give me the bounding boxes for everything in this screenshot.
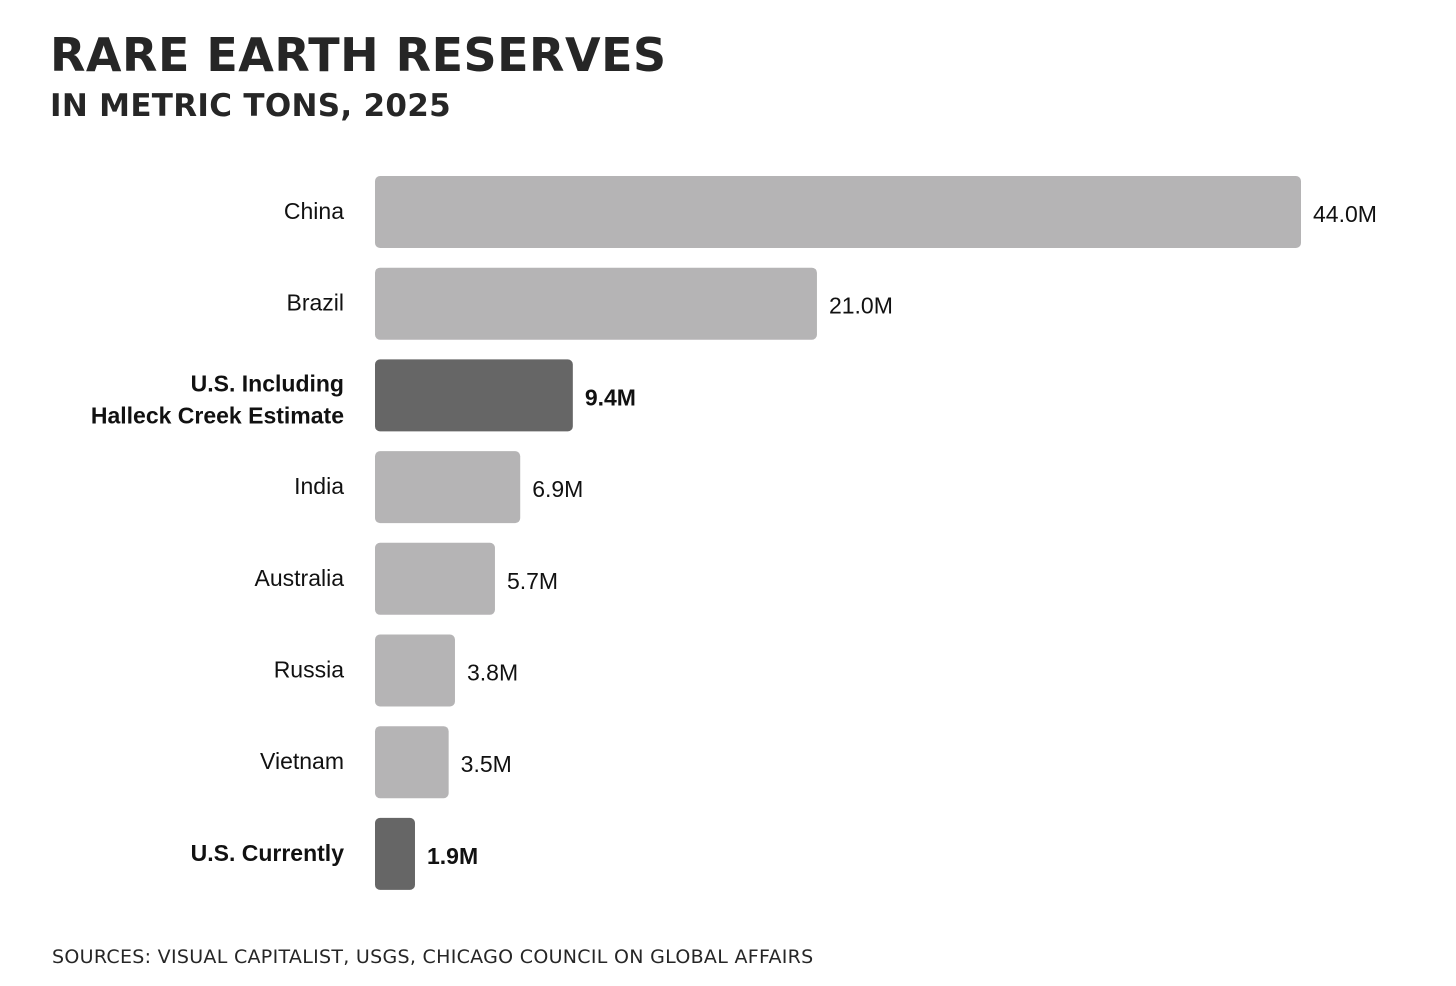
category-label: Russia — [274, 657, 345, 683]
bar-7 — [375, 817, 415, 890]
category-label: Brazil — [286, 290, 344, 316]
category-label: U.S. Including Halleck Creek Estimate — [91, 370, 344, 428]
value-label: 5.7M — [507, 568, 558, 594]
category-label: Vietnam — [260, 748, 344, 774]
category-label: China — [284, 198, 344, 224]
value-label: 9.4M — [585, 384, 636, 410]
category-label: Australia — [255, 565, 345, 591]
chart-title: RARE EARTH RESERVES — [50, 28, 667, 82]
value-label: 3.8M — [467, 660, 518, 686]
value-label: 21.0M — [829, 293, 893, 319]
bar-6 — [375, 726, 449, 799]
bar-0 — [375, 176, 1301, 248]
bar-1 — [375, 267, 817, 340]
value-label: 6.9M — [532, 476, 583, 502]
bar-5 — [375, 634, 455, 707]
value-label: 1.9M — [427, 843, 478, 869]
value-label: 44.0M — [1313, 201, 1377, 227]
source-note: SOURCES: VISUAL CAPITALIST, USGS, CHICAG… — [52, 946, 814, 968]
bar-4 — [375, 542, 495, 615]
bar-2 — [375, 359, 573, 432]
chart-subtitle: IN METRIC TONS, 2025 — [50, 88, 452, 124]
value-label: 3.5M — [461, 751, 512, 777]
category-label: U.S. Currently — [191, 840, 345, 866]
bar-3 — [375, 451, 521, 524]
category-label: India — [294, 473, 344, 499]
